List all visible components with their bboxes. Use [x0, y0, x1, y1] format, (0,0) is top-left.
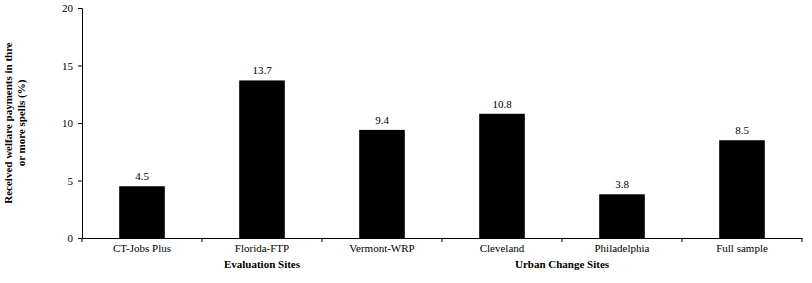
x-axis: CT-Jobs Plus Florida-FTP Vermont-WRP Clevel… — [82, 238, 803, 254]
y-tick-label: 5 — [68, 175, 74, 187]
x-tick-label: Philadelphia — [595, 242, 650, 254]
x-tick-label: Vermont-WRP — [349, 242, 414, 254]
data-label: 13.7 — [252, 64, 272, 76]
data-label: 9.4 — [375, 114, 389, 126]
x-tick: CT-Jobs Plus — [113, 238, 171, 254]
y-axis-title: Received welfare payments in thre — [2, 42, 14, 204]
y-tick-mark — [78, 8, 82, 9]
y-tick-label: 0 — [68, 232, 74, 244]
category-separator — [682, 238, 683, 242]
bar — [719, 140, 765, 238]
data-label: 4.5 — [135, 170, 149, 182]
y-tick: 5 — [68, 175, 83, 187]
bar — [599, 194, 645, 238]
category-separator — [802, 238, 803, 242]
y-tick: 20 — [62, 2, 82, 14]
category-separator — [442, 238, 443, 242]
x-tick: Full sample — [716, 238, 768, 254]
x-tick-label: Florida-FTP — [235, 242, 289, 254]
bar — [359, 130, 405, 238]
x-tick: Florida-FTP — [235, 238, 289, 254]
bars — [119, 80, 765, 238]
y-tick-mark — [78, 181, 82, 182]
x-tick: Vermont-WRP — [349, 238, 414, 254]
y-tick: 0 — [68, 232, 83, 244]
y-tick-label: 15 — [62, 60, 74, 72]
bar — [119, 186, 165, 238]
plot: 0 5 10 15 20 CT-Jobs Plus Florida-FTP Vermont-W… — [62, 2, 803, 270]
category-separator — [562, 238, 563, 242]
data-label: 10.8 — [492, 98, 512, 110]
x-tick: Philadelphia — [595, 238, 650, 254]
x-tick-label: CT-Jobs Plus — [113, 242, 171, 254]
group-label: Evaluation Sites — [224, 258, 301, 270]
y-tick-mark — [78, 66, 82, 67]
data-label: 3.8 — [615, 178, 629, 190]
y-tick-label: 10 — [62, 117, 74, 129]
y-axis-line — [78, 9, 83, 239]
y-axis: 0 5 10 15 20 — [62, 2, 83, 244]
y-tick-label: 20 — [62, 2, 74, 14]
y-axis-title: or more spells (%) — [15, 79, 28, 166]
data-labels: 4.5 13.7 9.4 10.8 3.8 8.5 — [135, 64, 749, 190]
y-tick-mark — [78, 238, 82, 239]
category-separator — [322, 238, 323, 242]
y-tick-mark — [78, 123, 82, 124]
x-tick: Cleveland — [480, 238, 525, 254]
data-label: 8.5 — [735, 124, 749, 136]
group-label: Urban Change Sites — [515, 258, 610, 270]
category-separator — [202, 238, 203, 242]
x-tick-label: Cleveland — [480, 242, 525, 254]
y-tick: 10 — [62, 117, 82, 129]
x-tick-label: Full sample — [716, 242, 768, 254]
bar — [479, 114, 525, 238]
bar — [239, 80, 285, 238]
chart: 0 5 10 15 20 CT-Jobs Plus Florida-FTP Vermont-W… — [0, 0, 812, 283]
y-tick: 15 — [62, 60, 82, 72]
category-separator — [82, 238, 83, 242]
